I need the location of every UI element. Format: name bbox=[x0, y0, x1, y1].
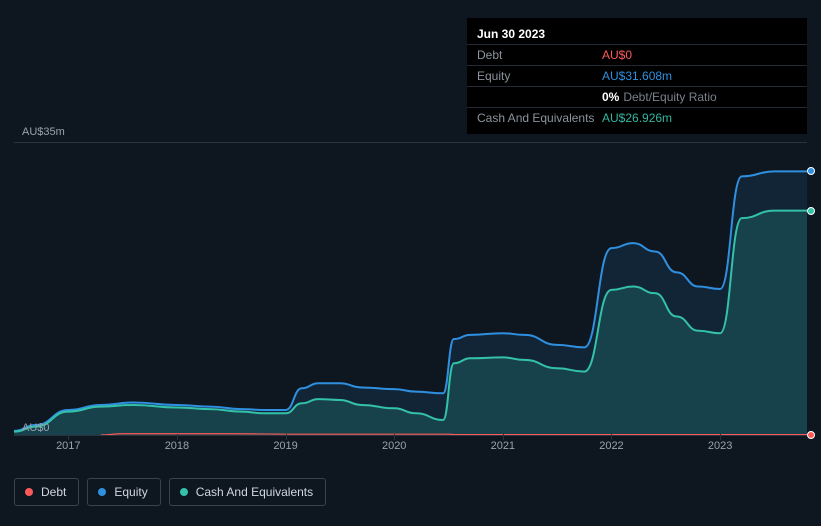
debt-equity-chart: AU$35m AU$0 2017 2018 2019 2020 2021 2022 2023… bbox=[14, 120, 807, 516]
tooltip-ratio-suffix: Debt/Equity Ratio bbox=[623, 89, 716, 105]
x-tick-label: 2018 bbox=[165, 440, 189, 452]
tooltip-row: 0%Debt/Equity Ratio bbox=[467, 87, 807, 108]
x-tick-label: 2019 bbox=[273, 440, 297, 452]
legend-dot-icon bbox=[98, 488, 106, 496]
debt-end-dot bbox=[807, 431, 815, 439]
x-tick-label: 2020 bbox=[382, 440, 406, 452]
x-tick: 2017 bbox=[48, 440, 88, 452]
x-tick-mark bbox=[720, 434, 721, 440]
tooltip-date: Jun 30 2023 bbox=[477, 26, 545, 42]
chart-tooltip: Jun 30 2023 DebtAU$0EquityAU$31.608m0%De… bbox=[467, 18, 807, 134]
legend-item-label: Equity bbox=[114, 485, 147, 499]
x-tick-mark bbox=[503, 434, 504, 440]
chart-legend: Debt Equity Cash And Equivalents bbox=[14, 478, 326, 506]
x-tick: 2021 bbox=[483, 440, 523, 452]
x-tick: 2022 bbox=[591, 440, 631, 452]
chart-svg bbox=[14, 143, 807, 435]
x-tick: 2020 bbox=[374, 440, 414, 452]
tooltip-date-row: Jun 30 2023 bbox=[467, 24, 807, 45]
x-tick: 2018 bbox=[157, 440, 197, 452]
x-tick-label: 2021 bbox=[491, 440, 515, 452]
x-tick: 2019 bbox=[266, 440, 306, 452]
legend-item[interactable]: Cash And Equivalents bbox=[169, 478, 326, 506]
legend-dot-icon bbox=[180, 488, 188, 496]
x-tick-mark bbox=[394, 434, 395, 440]
x-tick-mark bbox=[611, 434, 612, 440]
cash-end-dot bbox=[807, 207, 815, 215]
tooltip-value: AU$31.608m bbox=[602, 68, 672, 84]
x-tick: 2023 bbox=[700, 440, 740, 452]
legend-item-label: Cash And Equivalents bbox=[196, 485, 313, 499]
legend-item[interactable]: Debt bbox=[14, 478, 79, 506]
x-tick-mark bbox=[177, 434, 178, 440]
tooltip-label: Debt bbox=[477, 47, 602, 63]
tooltip-label: Equity bbox=[477, 68, 602, 84]
legend-item-label: Debt bbox=[41, 485, 66, 499]
tooltip-value: AU$0 bbox=[602, 47, 632, 63]
equity-end-dot bbox=[807, 167, 815, 175]
y-axis-min-label: AU$0 bbox=[22, 422, 50, 434]
legend-item[interactable]: Equity bbox=[87, 478, 160, 506]
x-axis: 2017 2018 2019 2020 2021 2022 2023 bbox=[14, 440, 807, 460]
tooltip-label bbox=[477, 89, 602, 105]
y-axis-max-label: AU$35m bbox=[22, 126, 65, 138]
x-tick-label: 2023 bbox=[708, 440, 732, 452]
tooltip-row: DebtAU$0 bbox=[467, 45, 807, 66]
chart-plot-area bbox=[14, 142, 807, 436]
tooltip-value: 0% bbox=[602, 89, 619, 105]
legend-dot-icon bbox=[25, 488, 33, 496]
x-tick-mark bbox=[68, 434, 69, 440]
x-tick-mark bbox=[286, 434, 287, 440]
x-tick-label: 2022 bbox=[599, 440, 623, 452]
x-tick-label: 2017 bbox=[56, 440, 80, 452]
tooltip-row: EquityAU$31.608m bbox=[467, 66, 807, 87]
